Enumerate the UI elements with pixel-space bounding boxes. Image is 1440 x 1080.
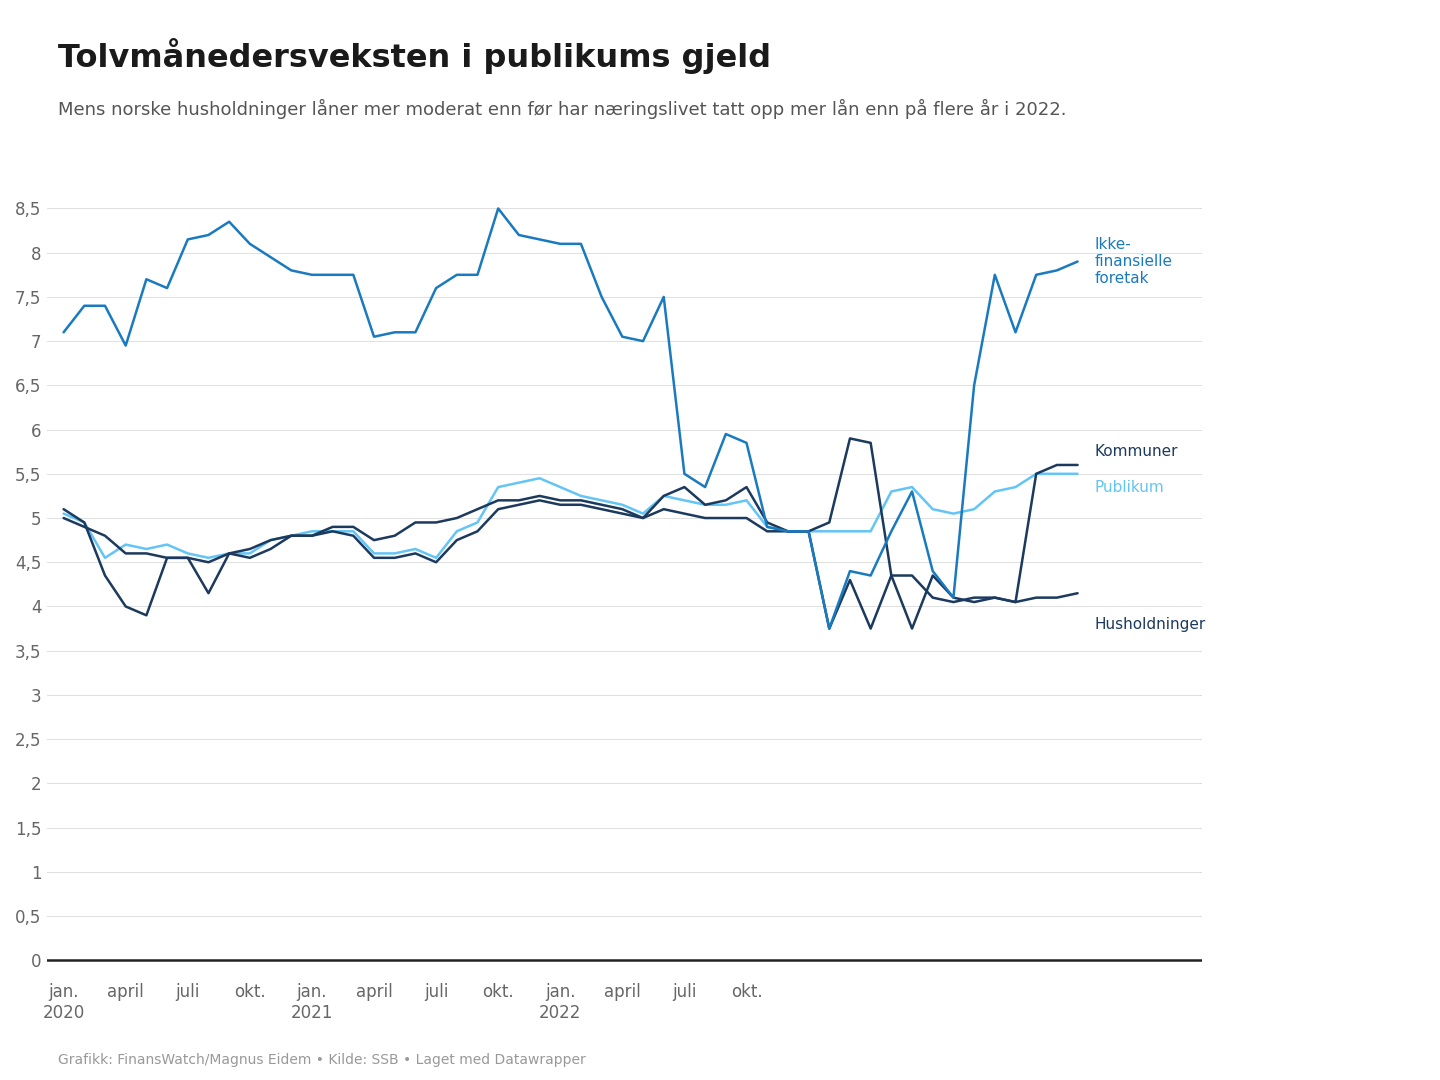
Text: Tolvmånedersveksten i publikums gjeld: Tolvmånedersveksten i publikums gjeld	[58, 38, 770, 73]
Text: Publikum: Publikum	[1094, 480, 1164, 495]
Text: Husholdninger: Husholdninger	[1094, 617, 1205, 632]
Text: Mens norske husholdninger låner mer moderat enn før har næringslivet tatt opp me: Mens norske husholdninger låner mer mode…	[58, 99, 1066, 120]
Text: Ikke-
finansielle
foretak: Ikke- finansielle foretak	[1094, 237, 1172, 286]
Text: Grafikk: FinansWatch/Magnus Eidem • Kilde: SSB • Laget med Datawrapper: Grafikk: FinansWatch/Magnus Eidem • Kild…	[58, 1053, 585, 1067]
Text: Kommuner: Kommuner	[1094, 444, 1178, 459]
